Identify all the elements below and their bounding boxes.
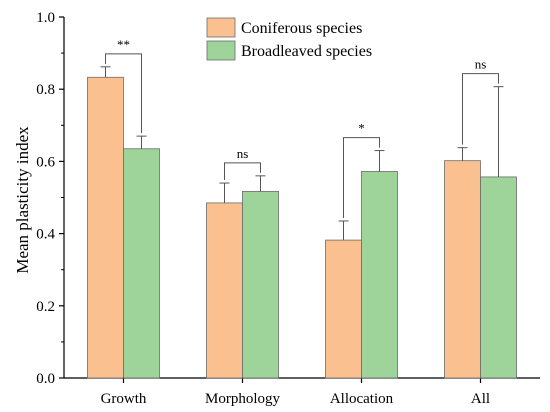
y-tick-label: 0.8 [36, 82, 55, 98]
bar-coniferous [87, 76, 124, 379]
x-tick-label: Allocation [330, 391, 394, 407]
bar-broadleaved [242, 190, 279, 379]
bar-broadleaved [361, 171, 398, 379]
bar-coniferous [444, 160, 481, 379]
bar-coniferous [206, 202, 243, 379]
y-axis-label: Mean plasticity index [13, 126, 32, 274]
legend-swatch-coniferous [206, 17, 236, 38]
significance-label: ns [237, 146, 249, 161]
significance-bracket [343, 137, 380, 218]
y-tick-label: 0.4 [36, 227, 55, 243]
legend: Coniferous species Broadleaved species [206, 17, 372, 61]
plot-area: 0.0 0.2 0.4 0.6 0.8 1.0 Growth ** Morphology ns Al… [36, 10, 540, 407]
bar-broadleaved [123, 148, 160, 379]
significance-bracket [462, 73, 499, 145]
significance-bracket [224, 162, 261, 181]
y-tick-label: 0.6 [36, 154, 55, 170]
bar-broadleaved [480, 176, 517, 379]
y-tick-label: 1.0 [36, 10, 55, 26]
significance-label: ** [117, 37, 130, 52]
legend-swatch-broadleaved [206, 40, 236, 61]
y-tick-label: 0.2 [36, 299, 55, 315]
legend-label: Broadleaved species [241, 43, 372, 60]
significance-bracket [105, 53, 142, 134]
y-tick-label: 0.0 [36, 371, 55, 387]
x-tick-label: Growth [101, 391, 147, 407]
x-tick-label: Morphology [205, 391, 281, 407]
legend-label: Coniferous species [241, 20, 362, 37]
bar-coniferous [325, 239, 362, 379]
significance-label: ns [475, 57, 487, 72]
x-tick-label: All [471, 391, 490, 407]
significance-label: * [358, 121, 365, 136]
